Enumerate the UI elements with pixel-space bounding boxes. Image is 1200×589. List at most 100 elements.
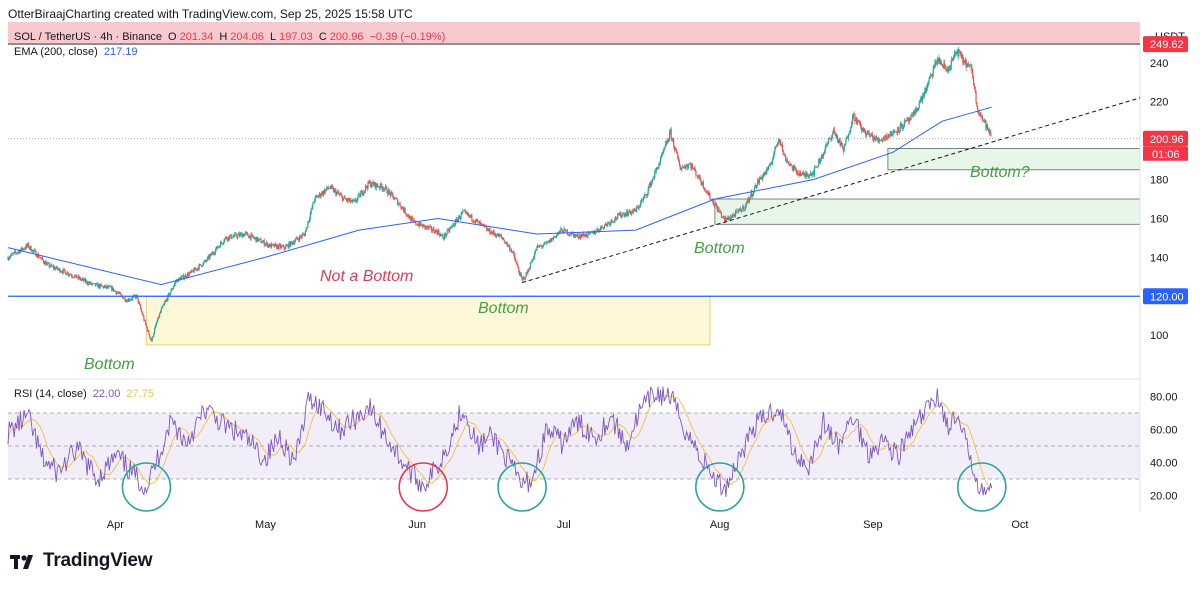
candle-body	[910, 114, 912, 121]
candle-body	[15, 252, 17, 254]
candle-body	[78, 276, 80, 279]
candle-body	[104, 285, 106, 287]
candle-body	[362, 194, 364, 195]
candle-body	[120, 293, 122, 295]
candle-body	[613, 220, 615, 222]
rsi-circle-0	[121, 462, 172, 512]
candle-body	[841, 142, 843, 146]
candle-body	[762, 176, 764, 180]
candle-body	[547, 240, 550, 243]
zone-support-2	[714, 198, 1141, 225]
symbol-name[interactable]: SOL / TetherUS · 4h · Binance	[14, 31, 162, 43]
candle-body	[192, 270, 194, 273]
ohlc-high-label: H	[219, 31, 228, 43]
candle-body	[150, 339, 152, 342]
candle-body	[272, 244, 274, 245]
candle-body	[510, 249, 512, 252]
candle-body	[766, 168, 768, 174]
candle-body	[704, 188, 706, 192]
candle-body	[619, 212, 621, 216]
candle-body	[729, 216, 732, 220]
candle-body	[287, 244, 289, 248]
candle-body	[941, 64, 943, 67]
candle-body	[738, 208, 740, 213]
candle-body	[904, 120, 906, 122]
price-chart-svg[interactable]: USDT100120140160180200220240249.62200.96…	[0, 22, 1200, 532]
candle-body	[61, 271, 63, 273]
candle-body	[99, 284, 101, 288]
candle-body	[62, 269, 64, 273]
candle-body	[442, 235, 444, 239]
candle-body	[13, 251, 16, 253]
candle-body	[30, 246, 32, 252]
candle-body	[694, 168, 696, 171]
ohlc-low-label: L	[269, 31, 277, 43]
candle-body	[319, 193, 321, 197]
tradingview-logo[interactable]: TradingView	[10, 550, 153, 572]
candle-body	[32, 249, 35, 251]
ema-label[interactable]: EMA (200, close)	[14, 46, 98, 58]
candle-body	[59, 268, 61, 273]
candle-body	[560, 228, 562, 233]
candle-body	[776, 142, 779, 147]
candle-body	[680, 168, 682, 170]
candle-body	[256, 236, 258, 242]
candle-body	[930, 74, 932, 77]
candle-body	[815, 166, 817, 168]
candle-body	[374, 182, 376, 186]
candle-body	[385, 186, 387, 188]
candle-body	[578, 237, 580, 238]
candle-body	[44, 261, 46, 265]
candle-body	[174, 281, 176, 284]
candle-body	[279, 244, 281, 246]
candle-body	[724, 217, 726, 222]
candle-body	[182, 275, 184, 277]
candle-body	[522, 278, 524, 280]
candle-body	[229, 236, 231, 240]
candle-body	[69, 274, 71, 276]
candle-body	[868, 131, 870, 135]
candle-body	[169, 292, 171, 295]
candle-body	[792, 166, 794, 170]
candle-body	[43, 262, 45, 265]
candle-body	[243, 234, 245, 237]
candle-body	[171, 289, 173, 290]
candle-body	[700, 180, 702, 183]
candle-body	[219, 246, 221, 248]
candle-body	[81, 279, 83, 280]
candle-body	[664, 147, 666, 150]
candle-body	[489, 228, 491, 234]
candle-body	[134, 295, 136, 297]
candle-body	[661, 152, 663, 157]
candle-body	[280, 246, 283, 248]
candle-body	[158, 313, 161, 318]
rsi-label[interactable]: RSI (14, close)	[14, 388, 87, 400]
candle-body	[608, 222, 611, 225]
candle-body	[112, 287, 114, 291]
candle-body	[835, 133, 837, 137]
candle-body	[141, 311, 143, 315]
candle-body	[761, 177, 763, 180]
candle-body	[26, 244, 28, 247]
candle-body	[735, 210, 737, 212]
candle-body	[411, 217, 413, 222]
candle-body	[8, 258, 10, 260]
chart-credit: OtterBiraajCharting created with Trading…	[8, 7, 413, 21]
candle-body	[782, 150, 784, 155]
candle-body	[741, 208, 743, 212]
candle-body	[337, 191, 339, 194]
candle-body	[109, 286, 111, 288]
candle-body	[856, 120, 859, 124]
candle-body	[579, 235, 581, 238]
candle-body	[448, 228, 451, 232]
candle-body	[42, 259, 45, 263]
candle-body	[584, 235, 586, 237]
candle-body	[765, 171, 767, 174]
price-zones	[8, 22, 1141, 346]
candle-body	[288, 242, 290, 248]
candle-body	[548, 240, 550, 243]
candle-body	[79, 277, 81, 279]
candle-body	[39, 257, 41, 259]
candle-body	[934, 62, 936, 68]
candle-body	[341, 195, 344, 201]
